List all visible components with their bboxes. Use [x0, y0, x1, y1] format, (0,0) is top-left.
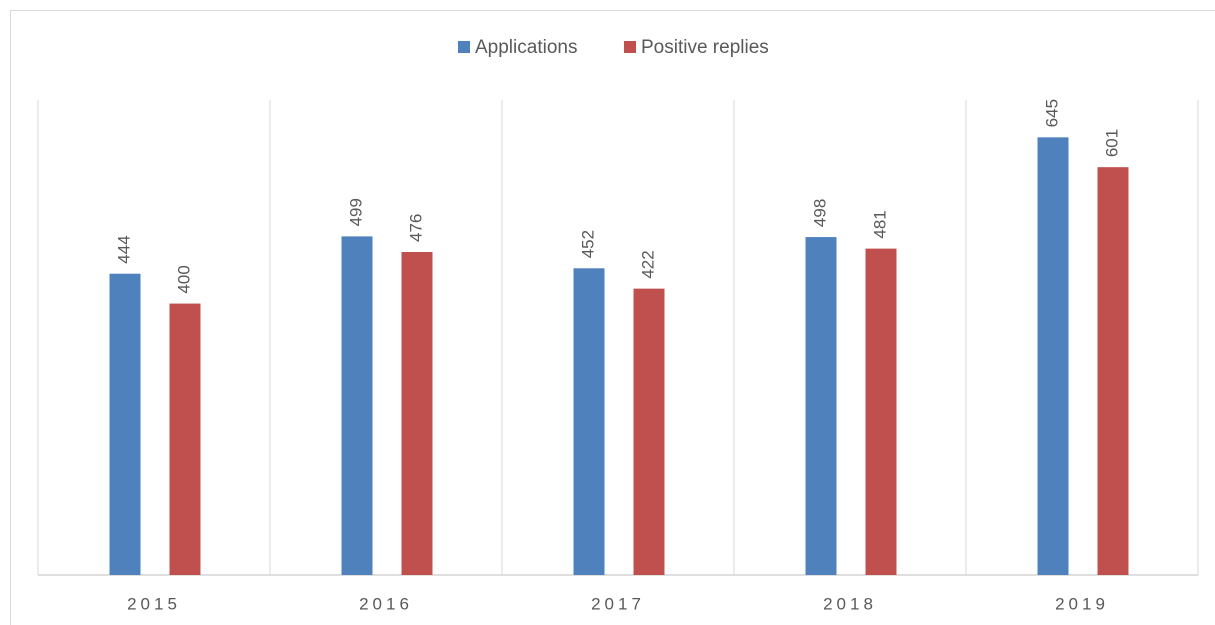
x-tick-label: 2015 — [127, 594, 181, 613]
x-tick-label: 2018 — [823, 594, 877, 613]
bar — [341, 236, 373, 575]
data-label: 400 — [174, 265, 193, 293]
data-label: 499 — [346, 198, 365, 226]
data-label: 481 — [870, 210, 889, 238]
data-label: 452 — [578, 230, 597, 258]
data-label: 498 — [810, 199, 829, 227]
data-label: 422 — [638, 250, 657, 278]
x-tick-label: 2016 — [359, 594, 413, 613]
data-label: 444 — [114, 235, 133, 263]
x-tick-label: 2019 — [1055, 594, 1109, 613]
bar — [109, 273, 141, 575]
bar — [573, 268, 605, 575]
bar — [401, 252, 433, 575]
data-label: 645 — [1042, 99, 1061, 127]
bar — [865, 248, 897, 575]
bar — [1037, 137, 1069, 576]
x-tick-label: 2017 — [591, 594, 645, 613]
chart-border — [10, 10, 1215, 625]
data-label: 476 — [406, 214, 425, 242]
legend-swatch — [458, 41, 470, 53]
data-label: 601 — [1102, 129, 1121, 157]
legend-swatch — [624, 41, 636, 53]
bar — [1097, 167, 1129, 575]
bar — [633, 288, 665, 575]
bar — [169, 303, 201, 575]
legend-label: Applications — [475, 37, 577, 58]
legend-label: Positive replies — [641, 37, 769, 58]
bar — [805, 237, 837, 576]
